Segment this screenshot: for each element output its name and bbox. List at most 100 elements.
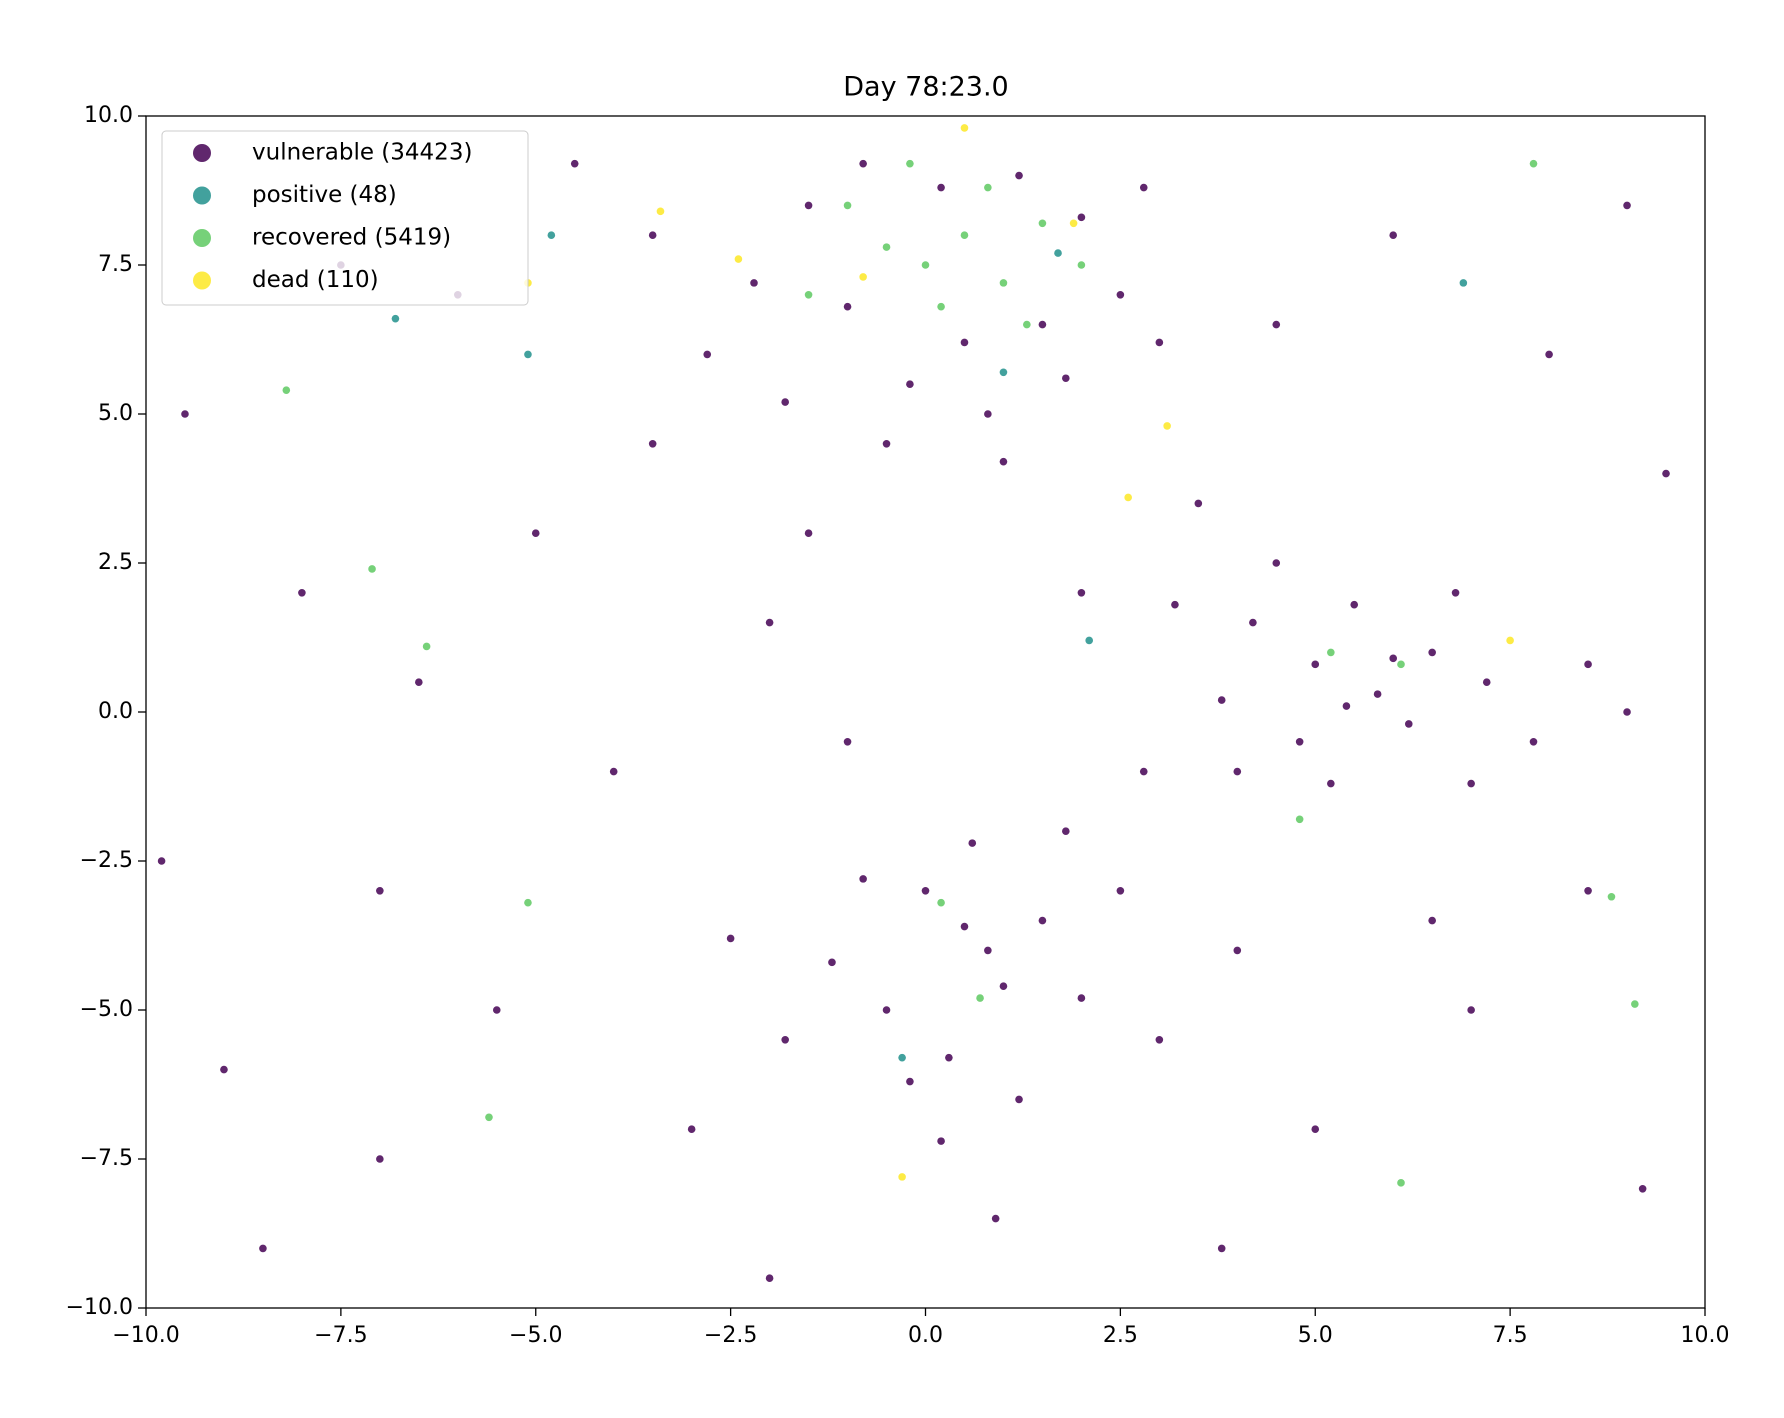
point <box>1506 636 1514 645</box>
y-tick-label: −7.5 <box>80 1146 133 1171</box>
point <box>1482 678 1491 686</box>
legend-marker <box>193 271 211 290</box>
point <box>734 255 743 263</box>
point <box>843 201 852 210</box>
point <box>1327 779 1335 788</box>
point <box>157 857 166 865</box>
point <box>1467 779 1475 788</box>
point <box>1062 827 1070 835</box>
point <box>1116 887 1125 895</box>
x-tick-label: 0.0 <box>908 1323 943 1348</box>
point <box>937 898 945 907</box>
point <box>1404 720 1413 728</box>
legend-marker <box>193 186 211 205</box>
point <box>181 410 189 418</box>
legend-label: recovered (5419) <box>252 225 451 251</box>
y-tick-label: −2.5 <box>80 848 133 873</box>
point <box>906 380 914 389</box>
point <box>1155 1036 1164 1044</box>
point <box>376 1155 384 1163</box>
x-tick-label: −10.0 <box>112 1323 179 1348</box>
x-tick-label: 10.0 <box>1681 1323 1730 1348</box>
point <box>656 207 665 216</box>
point <box>843 302 852 311</box>
point <box>1428 648 1436 657</box>
point <box>531 529 540 537</box>
y-tick-label: 7.5 <box>98 252 133 277</box>
point <box>1662 469 1670 478</box>
point <box>1397 660 1405 669</box>
point <box>1069 219 1078 228</box>
point <box>1023 320 1031 329</box>
point <box>999 368 1008 377</box>
point <box>999 279 1008 287</box>
point <box>1249 618 1257 627</box>
point <box>921 261 930 269</box>
x-tick-label: −7.5 <box>314 1323 367 1348</box>
point <box>376 887 384 895</box>
point <box>485 1113 493 1122</box>
point <box>1194 499 1203 508</box>
point <box>1467 1006 1475 1014</box>
point <box>648 440 657 448</box>
point <box>1163 422 1171 430</box>
point <box>765 618 774 627</box>
point <box>1389 654 1397 663</box>
x-tick-label: 5.0 <box>1298 1323 1333 1348</box>
point <box>1077 589 1086 597</box>
point <box>492 1006 501 1014</box>
point <box>859 273 867 281</box>
point <box>298 589 306 597</box>
point <box>882 440 891 448</box>
point <box>570 159 579 168</box>
point <box>960 338 969 347</box>
point <box>1529 159 1538 168</box>
point <box>282 386 291 394</box>
point <box>1295 815 1304 824</box>
legend: vulnerable (34423) positive (48) recovered… <box>161 130 529 306</box>
point <box>524 898 532 907</box>
point <box>1350 600 1359 609</box>
point <box>1327 648 1335 657</box>
point <box>1428 916 1436 925</box>
y-tick-label: 10.0 <box>84 103 133 128</box>
point <box>1397 1179 1405 1187</box>
legend-marker <box>193 144 211 162</box>
point <box>1155 338 1164 347</box>
point <box>1077 994 1086 1002</box>
point <box>906 1077 914 1086</box>
point <box>1217 1244 1226 1253</box>
point <box>1077 261 1086 269</box>
point <box>828 958 836 967</box>
point <box>726 934 735 943</box>
point <box>1311 1125 1320 1133</box>
point <box>984 410 992 418</box>
y-tick-label: 0.0 <box>98 699 133 724</box>
point <box>1124 493 1132 502</box>
point <box>1233 946 1242 955</box>
point <box>937 302 945 311</box>
point <box>524 350 532 359</box>
x-tick-label: −5.0 <box>509 1323 562 1348</box>
point <box>703 350 712 359</box>
point <box>937 1137 945 1145</box>
point <box>609 767 618 776</box>
point <box>1015 1095 1023 1104</box>
point <box>1311 660 1320 669</box>
point <box>859 875 867 883</box>
point <box>937 183 945 192</box>
point <box>804 529 813 537</box>
point <box>898 1053 906 1062</box>
point <box>945 1053 953 1062</box>
point <box>1373 690 1382 698</box>
legend-label: vulnerable (34423) <box>252 140 472 166</box>
point <box>960 922 969 931</box>
point <box>1389 231 1397 239</box>
point <box>1272 320 1281 329</box>
point <box>1062 374 1070 383</box>
point <box>882 1006 891 1014</box>
point <box>781 1036 789 1044</box>
point <box>687 1125 696 1133</box>
point <box>960 124 969 132</box>
